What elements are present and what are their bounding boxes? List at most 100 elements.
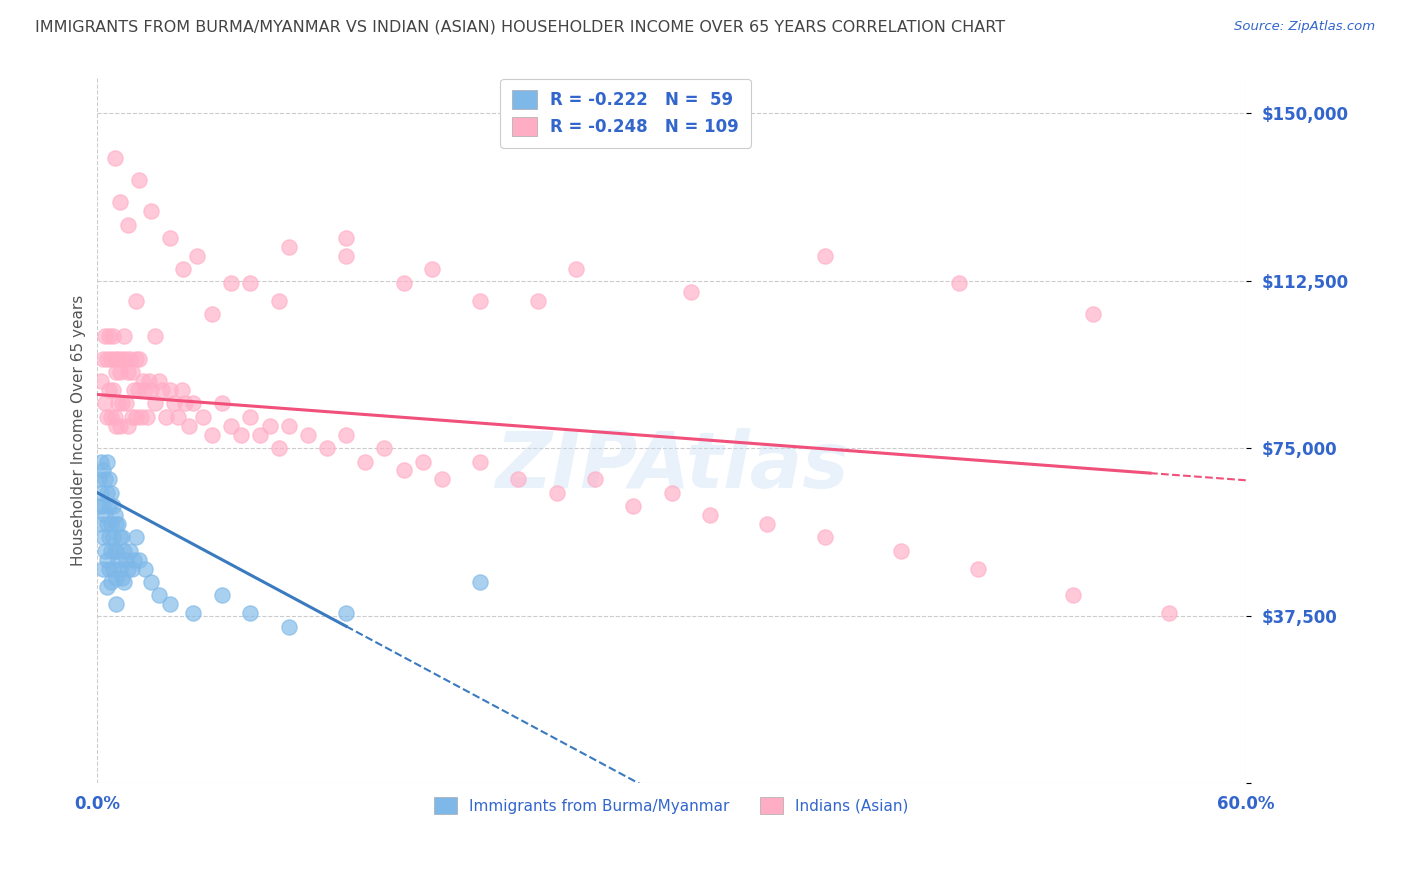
Point bbox=[103, 351, 125, 366]
Point bbox=[134, 562, 156, 576]
Point bbox=[96, 580, 118, 594]
Point bbox=[96, 409, 118, 424]
Point bbox=[100, 409, 122, 424]
Point bbox=[269, 293, 291, 308]
Point bbox=[172, 262, 194, 277]
Point bbox=[239, 409, 262, 424]
Point bbox=[101, 530, 124, 544]
Point bbox=[128, 173, 150, 187]
Point bbox=[420, 262, 443, 277]
Point bbox=[107, 351, 129, 366]
Point bbox=[96, 553, 118, 567]
Point bbox=[96, 516, 118, 531]
Point bbox=[181, 607, 204, 621]
Point bbox=[134, 383, 156, 397]
Point bbox=[101, 383, 124, 397]
Point bbox=[174, 396, 197, 410]
Point bbox=[297, 427, 319, 442]
Point bbox=[107, 553, 129, 567]
Point bbox=[335, 607, 357, 621]
Point bbox=[91, 562, 114, 576]
Point bbox=[373, 441, 395, 455]
Point bbox=[128, 553, 150, 567]
Point bbox=[392, 276, 415, 290]
Point bbox=[583, 472, 606, 486]
Point bbox=[97, 530, 120, 544]
Point bbox=[565, 262, 588, 277]
Point bbox=[239, 607, 262, 621]
Point bbox=[128, 351, 150, 366]
Point bbox=[166, 409, 188, 424]
Point bbox=[101, 562, 124, 576]
Point bbox=[136, 409, 159, 424]
Point bbox=[132, 374, 155, 388]
Point bbox=[335, 427, 357, 442]
Point bbox=[526, 293, 548, 308]
Point bbox=[96, 351, 118, 366]
Point bbox=[814, 530, 837, 544]
Point bbox=[229, 427, 252, 442]
Point bbox=[335, 249, 357, 263]
Point bbox=[103, 409, 125, 424]
Point bbox=[107, 396, 129, 410]
Point bbox=[96, 485, 118, 500]
Point bbox=[191, 409, 214, 424]
Point bbox=[143, 329, 166, 343]
Point bbox=[221, 276, 243, 290]
Point bbox=[121, 409, 143, 424]
Point bbox=[90, 485, 112, 500]
Point bbox=[122, 383, 145, 397]
Point bbox=[112, 544, 135, 558]
Point bbox=[814, 249, 837, 263]
Point bbox=[699, 508, 721, 522]
Point bbox=[94, 544, 117, 558]
Point bbox=[155, 409, 177, 424]
Point bbox=[112, 575, 135, 590]
Point bbox=[124, 530, 146, 544]
Point bbox=[124, 351, 146, 366]
Point bbox=[97, 383, 120, 397]
Point bbox=[163, 396, 186, 410]
Point bbox=[679, 285, 702, 299]
Point bbox=[1159, 607, 1181, 621]
Point bbox=[122, 553, 145, 567]
Point bbox=[105, 544, 128, 558]
Point bbox=[508, 472, 530, 486]
Point bbox=[148, 374, 170, 388]
Point bbox=[118, 351, 141, 366]
Point bbox=[100, 544, 122, 558]
Point bbox=[100, 485, 122, 500]
Point bbox=[179, 418, 201, 433]
Point bbox=[117, 562, 139, 576]
Point bbox=[546, 485, 568, 500]
Point bbox=[91, 499, 114, 513]
Point bbox=[239, 276, 262, 290]
Point bbox=[277, 418, 299, 433]
Point bbox=[139, 383, 162, 397]
Point bbox=[131, 409, 153, 424]
Point bbox=[90, 454, 112, 468]
Point bbox=[110, 418, 132, 433]
Point bbox=[117, 365, 139, 379]
Point bbox=[139, 575, 162, 590]
Point bbox=[105, 365, 128, 379]
Point bbox=[430, 472, 453, 486]
Point bbox=[392, 463, 415, 477]
Point bbox=[139, 204, 162, 219]
Point bbox=[948, 276, 970, 290]
Point bbox=[90, 374, 112, 388]
Legend: Immigrants from Burma/Myanmar, Indians (Asian): Immigrants from Burma/Myanmar, Indians (… bbox=[423, 787, 920, 825]
Point bbox=[115, 553, 138, 567]
Point bbox=[111, 396, 134, 410]
Point bbox=[94, 472, 117, 486]
Point bbox=[170, 383, 193, 397]
Point bbox=[138, 374, 160, 388]
Point bbox=[1062, 589, 1084, 603]
Point bbox=[103, 508, 125, 522]
Point bbox=[159, 231, 181, 245]
Point bbox=[111, 530, 134, 544]
Point bbox=[100, 351, 122, 366]
Point bbox=[249, 427, 271, 442]
Point bbox=[201, 427, 224, 442]
Point bbox=[115, 351, 138, 366]
